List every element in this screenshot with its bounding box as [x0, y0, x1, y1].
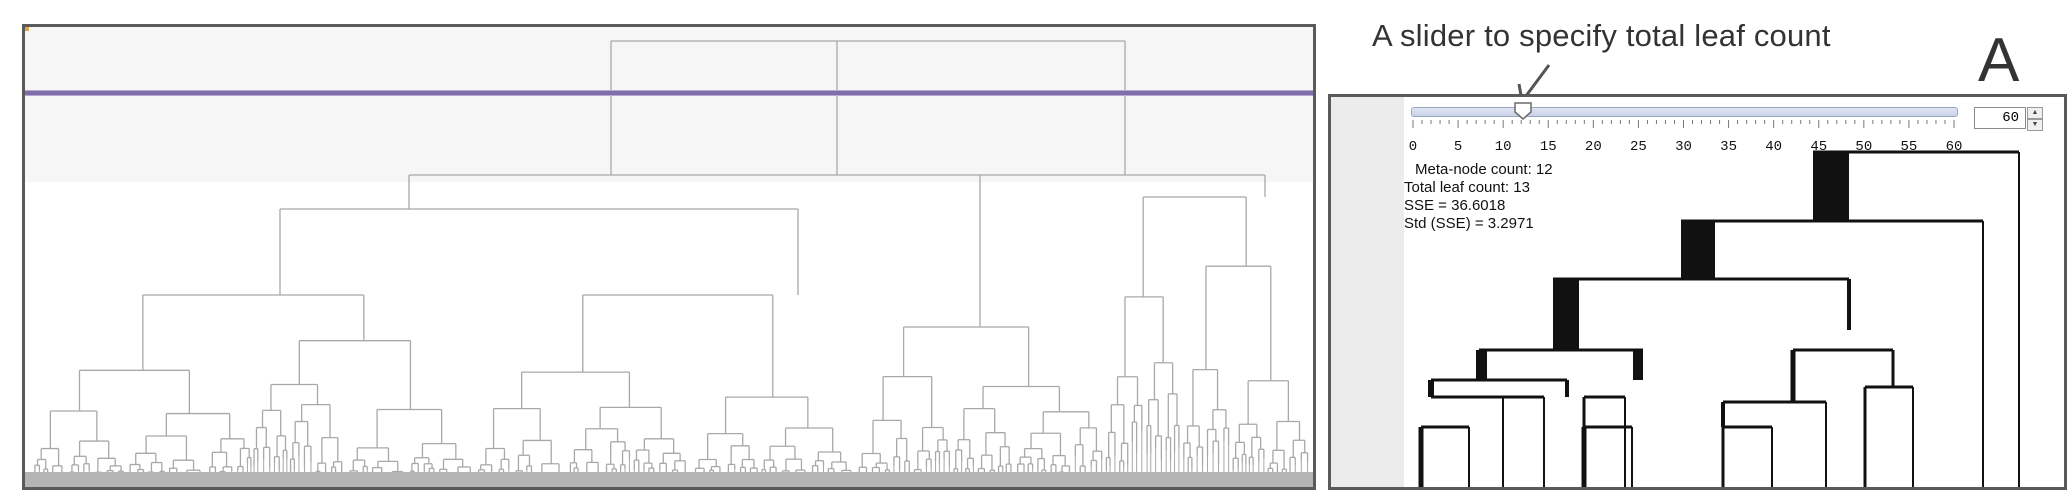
panel-gutter: [1331, 97, 1404, 487]
slider-tick-label: 0: [1408, 139, 1418, 155]
meta-node-tree: [1418, 150, 2020, 487]
cut-level-line[interactable]: [25, 90, 1313, 96]
total-leaf-count: Total leaf count: 13: [1404, 179, 1530, 196]
leaf-count-slider-thumb[interactable]: [1513, 101, 1533, 121]
panel-label: A: [1978, 26, 2020, 95]
meta-node-count: Meta-node count: 12: [1415, 161, 1553, 178]
corner-marker: [25, 27, 29, 31]
slider-ticks: [1412, 120, 1955, 128]
spin-down-icon[interactable]: ▼: [2027, 119, 2043, 131]
slider-tick-label: 25: [1630, 139, 1647, 155]
upper-region-shade: [25, 27, 1313, 182]
leaf-count-spinbox[interactable]: 60: [1974, 107, 2026, 129]
leaf-count-slider-track[interactable]: [1411, 107, 1958, 117]
slider-tick-label: 20: [1584, 139, 1602, 155]
std-sse-value: Std (SSE) = 3.2971: [1404, 215, 1534, 232]
full-dendrogram: [25, 40, 1313, 487]
slider-callout-text: A slider to specify total leaf count: [1372, 18, 1831, 53]
spin-up-icon[interactable]: ▲: [2027, 107, 2043, 119]
slider-tick-label: 5: [1453, 139, 1463, 155]
slider-tick-label: 10: [1494, 139, 1512, 155]
slider-tick-label: 30: [1675, 139, 1692, 155]
spinbox-buttons: ▲ ▼: [2027, 107, 2043, 131]
sse-value: SSE = 36.6018: [1404, 197, 1506, 214]
slider-tick-label: 40: [1765, 139, 1783, 155]
meta-tree-panel: 0 5 10 15 20 25 30 35 40 45 50 55 60 60 ▲ ▼ Meta-nod…: [1328, 94, 2067, 490]
slider-tick-label: 15: [1539, 139, 1557, 155]
full-dendrogram-panel: [22, 24, 1316, 490]
slider-tick-label: 35: [1720, 139, 1737, 155]
